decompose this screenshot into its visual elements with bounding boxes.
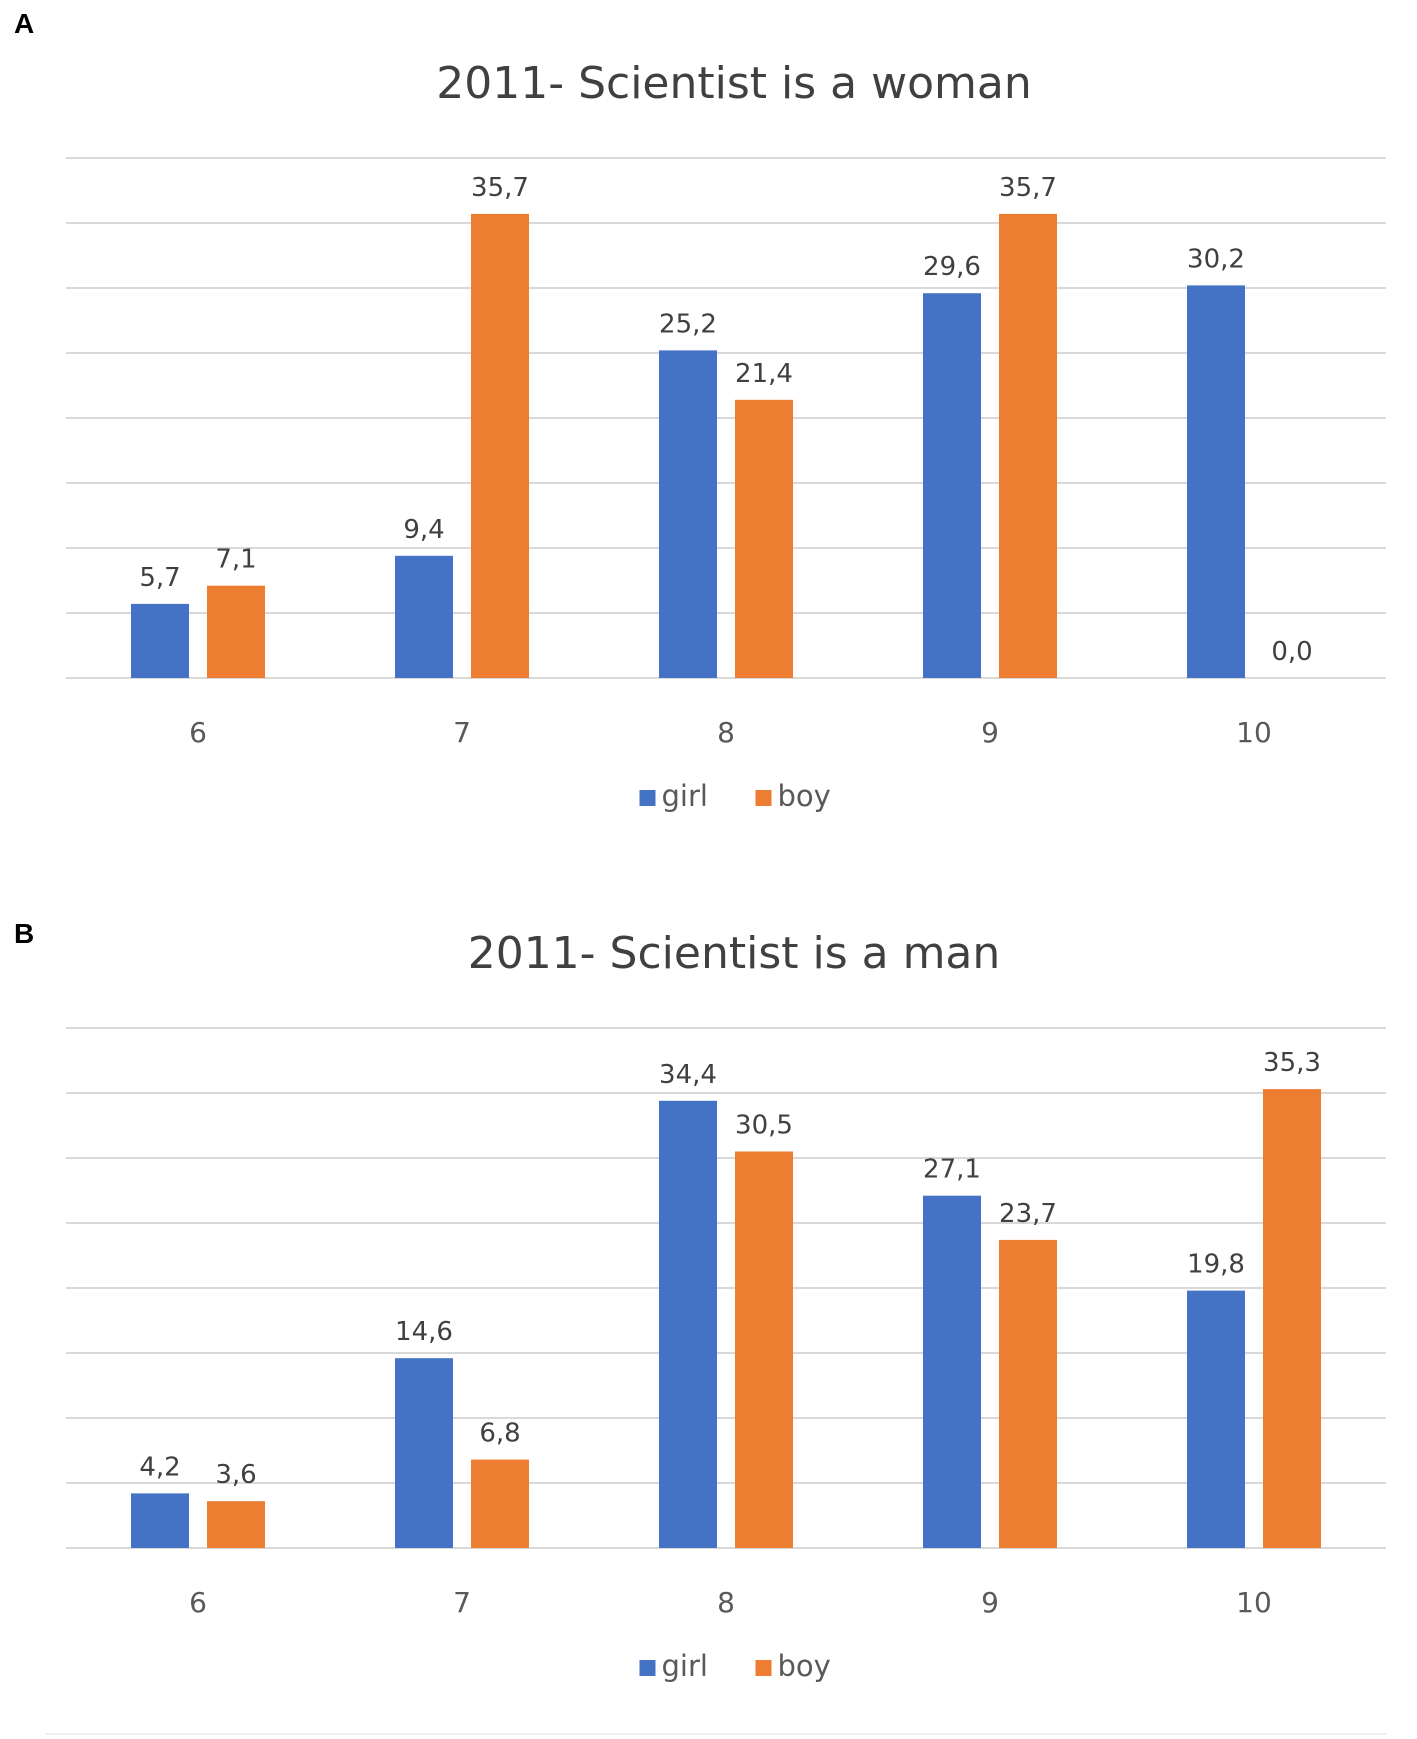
data-label-girl-9: 29,6 [923,252,981,282]
bar-girl-7 [395,1358,453,1548]
bar-girl-10 [1187,285,1245,678]
bar-girl-8 [659,1100,717,1548]
bar-girl-6 [131,1493,189,1548]
data-label-boy-6: 3,6 [215,1460,256,1490]
data-label-girl-6: 5,7 [139,563,180,593]
legend-label-boy: boy [778,779,831,813]
data-label-girl-10: 30,2 [1187,244,1245,274]
data-label-girl-6: 4,2 [139,1452,180,1482]
legend-label-boy: boy [778,1649,831,1683]
bar-boy-8 [735,399,793,678]
x-tick-label: 10 [1236,1586,1272,1619]
legend-label-girl: girl [662,1649,708,1683]
data-label-boy-10: 0,0 [1271,637,1312,667]
bar-boy-10 [1263,1089,1321,1548]
x-tick-label: 6 [189,716,207,749]
data-label-boy-9: 35,7 [999,173,1057,203]
x-tick-label: 6 [189,1586,207,1619]
bar-boy-7 [471,1459,529,1548]
legend-swatch-girl [639,790,656,806]
bars [131,213,1245,678]
chart-title: 2011- Scientist is a man [468,928,1001,979]
bar-girl-9 [923,293,981,678]
bottom-divider [46,1733,1386,1735]
x-tick-label: 9 [981,1586,999,1619]
data-labels: 5,7 7,1 9,4 35,7 25,2 21,4 29,6 35,7 30,2 0,0 [139,173,1312,667]
legend: girl boy [639,1649,831,1683]
data-label-girl-7: 14,6 [395,1317,453,1347]
panel-label-a: A [14,8,35,39]
legend-label-girl: girl [662,779,708,813]
x-tick-label: 9 [981,716,999,749]
bar-boy-9 [999,213,1057,678]
legend: girl boy [639,779,831,813]
legend-swatch-boy [755,1660,772,1676]
data-labels: 4,2 3,6 14,6 6,8 34,4 30,5 27,1 23,7 19,8 35,3 [139,1048,1321,1490]
legend-swatch-boy [755,790,772,806]
data-label-girl-8: 25,2 [659,309,717,339]
panel-label-b: B [14,918,35,949]
data-label-boy-8: 21,4 [735,359,793,389]
data-label-boy-7: 35,7 [471,173,529,203]
chart-scientist-woman: 2011- Scientist is a woman 5,7 7,1 9,4 35,7 2… [66,58,1386,813]
bar-girl-8 [659,350,717,678]
chart-scientist-man: 2011- Scientist is a man 4,2 3,6 14,6 6,8 34,… [66,928,1386,1683]
bar-girl-10 [1187,1290,1245,1548]
bar-boy-8 [735,1151,793,1548]
x-tick-label: 7 [453,716,471,749]
chart-title: 2011- Scientist is a woman [436,58,1031,109]
bar-girl-6 [131,603,189,678]
bar-boy-6 [207,1501,265,1548]
data-label-boy-7: 6,8 [479,1419,520,1449]
bars [131,1089,1321,1548]
bar-boy-9 [999,1239,1057,1548]
legend-swatch-girl [639,1660,656,1676]
gridlines [66,157,1386,614]
x-tick-label: 8 [717,716,735,749]
data-label-girl-9: 27,1 [923,1155,981,1185]
x-tick-label: 7 [453,1586,471,1619]
data-label-girl-10: 19,8 [1187,1250,1245,1280]
bar-girl-9 [923,1195,981,1548]
bar-girl-7 [395,555,453,678]
bar-boy-7 [471,213,529,678]
x-tick-label: 8 [717,1586,735,1619]
data-label-boy-9: 23,7 [999,1199,1057,1229]
x-tick-label: 10 [1236,716,1272,749]
data-label-boy-10: 35,3 [1263,1048,1321,1078]
gridlines [66,1027,1386,1484]
data-label-boy-6: 7,1 [215,545,256,575]
bar-boy-6 [207,585,265,678]
data-label-boy-8: 30,5 [735,1111,793,1141]
data-label-girl-7: 9,4 [403,515,444,545]
data-label-girl-8: 34,4 [659,1060,717,1090]
